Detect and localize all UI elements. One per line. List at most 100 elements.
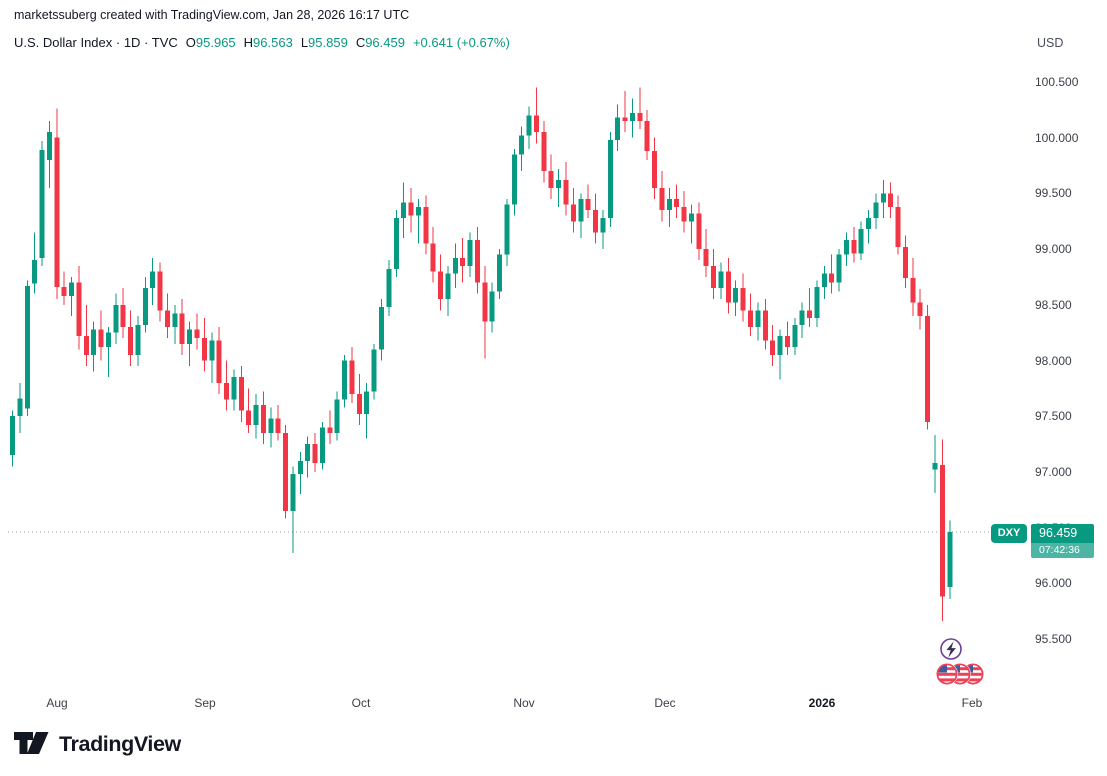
candle[interactable]	[792, 318, 798, 355]
candle[interactable]	[895, 195, 901, 255]
candle[interactable]	[76, 265, 82, 350]
candle[interactable]	[32, 232, 38, 294]
candle[interactable]	[629, 98, 635, 138]
candle[interactable]	[164, 293, 170, 339]
candle[interactable]	[342, 354, 348, 408]
candle[interactable]	[334, 391, 340, 441]
candle[interactable]	[224, 360, 230, 411]
candle[interactable]	[401, 182, 407, 238]
candle[interactable]	[69, 276, 75, 316]
candle[interactable]	[511, 148, 517, 216]
candle[interactable]	[172, 304, 178, 344]
candle[interactable]	[386, 260, 392, 316]
candle[interactable]	[917, 289, 923, 330]
candle[interactable]	[932, 435, 938, 494]
candle[interactable]	[128, 310, 134, 367]
candle[interactable]	[578, 193, 584, 238]
candle[interactable]	[821, 265, 827, 300]
candle[interactable]	[246, 388, 252, 433]
candle[interactable]	[201, 318, 207, 372]
candle[interactable]	[305, 436, 311, 478]
candle[interactable]	[275, 405, 281, 441]
candle[interactable]	[880, 180, 886, 218]
candle[interactable]	[105, 327, 111, 378]
candle[interactable]	[423, 195, 429, 255]
candle[interactable]	[829, 254, 835, 294]
candle[interactable]	[10, 410, 15, 467]
candle[interactable]	[777, 329, 783, 380]
candle[interactable]	[622, 90, 628, 133]
candle[interactable]	[947, 520, 953, 600]
candle[interactable]	[283, 425, 289, 519]
candle[interactable]	[268, 407, 274, 448]
candle[interactable]	[556, 168, 562, 207]
candle[interactable]	[600, 210, 606, 250]
candle[interactable]	[696, 202, 702, 261]
candle[interactable]	[925, 304, 931, 430]
candle[interactable]	[814, 280, 820, 328]
candle[interactable]	[807, 288, 813, 328]
candle[interactable]	[533, 87, 539, 144]
candles-layer[interactable]	[8, 87, 990, 622]
candle[interactable]	[770, 324, 776, 367]
candle[interactable]	[238, 366, 244, 422]
candle[interactable]	[703, 229, 709, 277]
candle[interactable]	[652, 137, 658, 199]
candle[interactable]	[607, 132, 613, 227]
candle[interactable]	[187, 321, 193, 367]
candle[interactable]	[585, 184, 591, 218]
tradingview-logo[interactable]: TradingView	[14, 732, 181, 757]
candle[interactable]	[157, 262, 163, 322]
candle[interactable]	[718, 262, 724, 300]
candle[interactable]	[681, 191, 687, 233]
candle[interactable]	[541, 120, 547, 183]
candle[interactable]	[755, 302, 761, 341]
candle[interactable]	[474, 226, 480, 294]
candle[interactable]	[762, 299, 768, 350]
candle[interactable]	[46, 120, 52, 188]
candle[interactable]	[17, 382, 23, 433]
candle[interactable]	[467, 232, 473, 277]
candle[interactable]	[142, 276, 148, 333]
candle[interactable]	[725, 258, 731, 314]
candle[interactable]	[253, 393, 259, 439]
candle[interactable]	[98, 310, 104, 361]
candle[interactable]	[452, 243, 458, 289]
candle[interactable]	[888, 182, 894, 218]
candle[interactable]	[873, 193, 879, 230]
candle[interactable]	[526, 106, 532, 149]
candle[interactable]	[659, 171, 665, 222]
candle[interactable]	[297, 451, 303, 495]
candle[interactable]	[843, 232, 849, 266]
candle[interactable]	[593, 193, 599, 244]
candle[interactable]	[135, 315, 141, 367]
candle[interactable]	[910, 258, 916, 316]
candle[interactable]	[902, 235, 908, 289]
candle[interactable]	[858, 221, 864, 261]
candle[interactable]	[711, 249, 717, 300]
candle[interactable]	[408, 187, 414, 233]
candle[interactable]	[150, 258, 156, 305]
symbol-price-flag[interactable]: DXY	[991, 524, 1027, 543]
candle[interactable]	[61, 271, 67, 305]
candle[interactable]	[497, 249, 503, 300]
candle[interactable]	[379, 299, 384, 361]
candle[interactable]	[489, 282, 495, 333]
candle[interactable]	[24, 280, 30, 417]
candle[interactable]	[784, 321, 790, 355]
candle[interactable]	[563, 162, 569, 216]
candle[interactable]	[836, 249, 842, 292]
candle[interactable]	[748, 293, 753, 336]
candle[interactable]	[674, 184, 680, 218]
candle[interactable]	[644, 109, 650, 160]
candle[interactable]	[364, 382, 370, 439]
candle[interactable]	[39, 141, 45, 266]
candle[interactable]	[519, 126, 525, 172]
candle[interactable]	[91, 321, 97, 372]
candle[interactable]	[570, 187, 576, 233]
candle[interactable]	[113, 293, 119, 344]
candle[interactable]	[688, 204, 694, 244]
last-price-label[interactable]: 96.459 07:42:36	[1031, 524, 1094, 558]
candle[interactable]	[120, 288, 126, 339]
candle[interactable]	[615, 104, 621, 152]
